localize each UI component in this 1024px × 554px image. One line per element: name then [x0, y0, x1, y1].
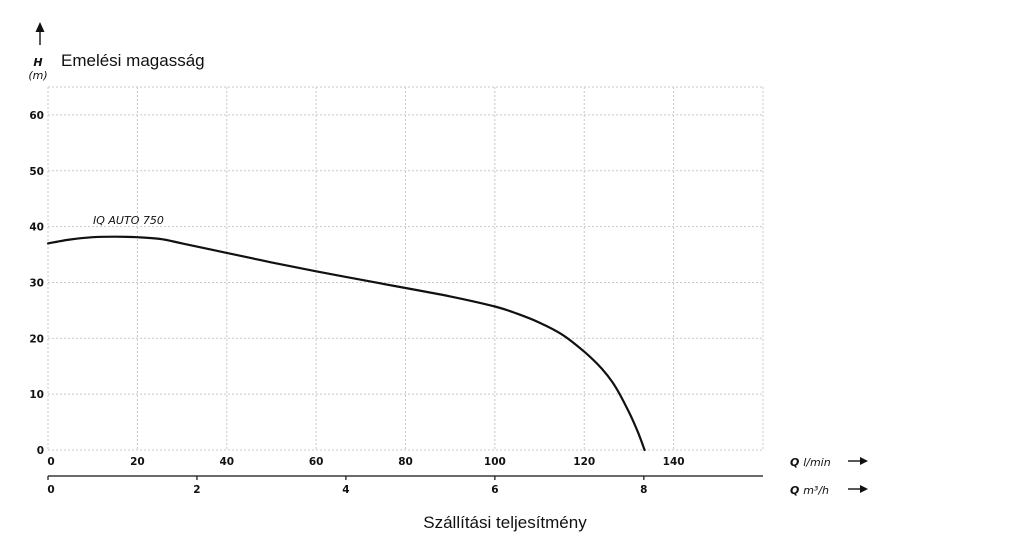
y-axis-symbol: H	[33, 56, 42, 69]
series-label: IQ AUTO 750	[93, 214, 164, 227]
y-axis-arrow-icon	[35, 22, 45, 32]
x-tick-label-lmin: 140	[663, 456, 685, 468]
y-tick-label: 10	[29, 389, 44, 401]
series-line-0	[46, 235, 646, 452]
x-axis-unit-m3h: Q m³/h	[790, 484, 829, 497]
x-tick-label-lmin: 20	[130, 456, 145, 468]
x-tick-label-m3h: 6	[491, 484, 498, 496]
chart-title: Emelési magasság	[61, 51, 205, 70]
y-tick-label: 50	[29, 166, 44, 178]
y-tick-label: 30	[29, 277, 44, 289]
y-axis-unit: (m)	[28, 69, 47, 82]
x-tick-label-lmin: 0	[47, 456, 54, 468]
x-tick-label-lmin: 80	[398, 456, 413, 468]
x-tick-label-lmin: 100	[484, 456, 506, 468]
grid-lines	[47, 86, 764, 451]
y-tick-label: 60	[29, 110, 44, 122]
y-tick-label: 0	[37, 445, 44, 457]
x-tick-label-m3h: 8	[640, 484, 647, 496]
x-axis-arrow-icon	[860, 457, 868, 465]
x2-axis-arrow-icon	[860, 485, 868, 493]
y-tick-label: 40	[29, 222, 44, 234]
axes	[35, 22, 868, 493]
x-tick-label-lmin: 40	[219, 456, 234, 468]
x-tick-label-m3h: 4	[342, 484, 349, 496]
x-tick-label-lmin: 60	[309, 456, 324, 468]
x-tick-label-m3h: 2	[193, 484, 200, 496]
x-tick-label-lmin: 120	[573, 456, 595, 468]
x-tick-label-m3h: 0	[47, 484, 54, 496]
series-layer	[46, 235, 646, 452]
x-axis-label: Szállítási teljesítmény	[423, 513, 587, 532]
x-axis-unit-lmin: Q l/min	[790, 456, 831, 469]
y-tick-label: 20	[29, 333, 44, 345]
